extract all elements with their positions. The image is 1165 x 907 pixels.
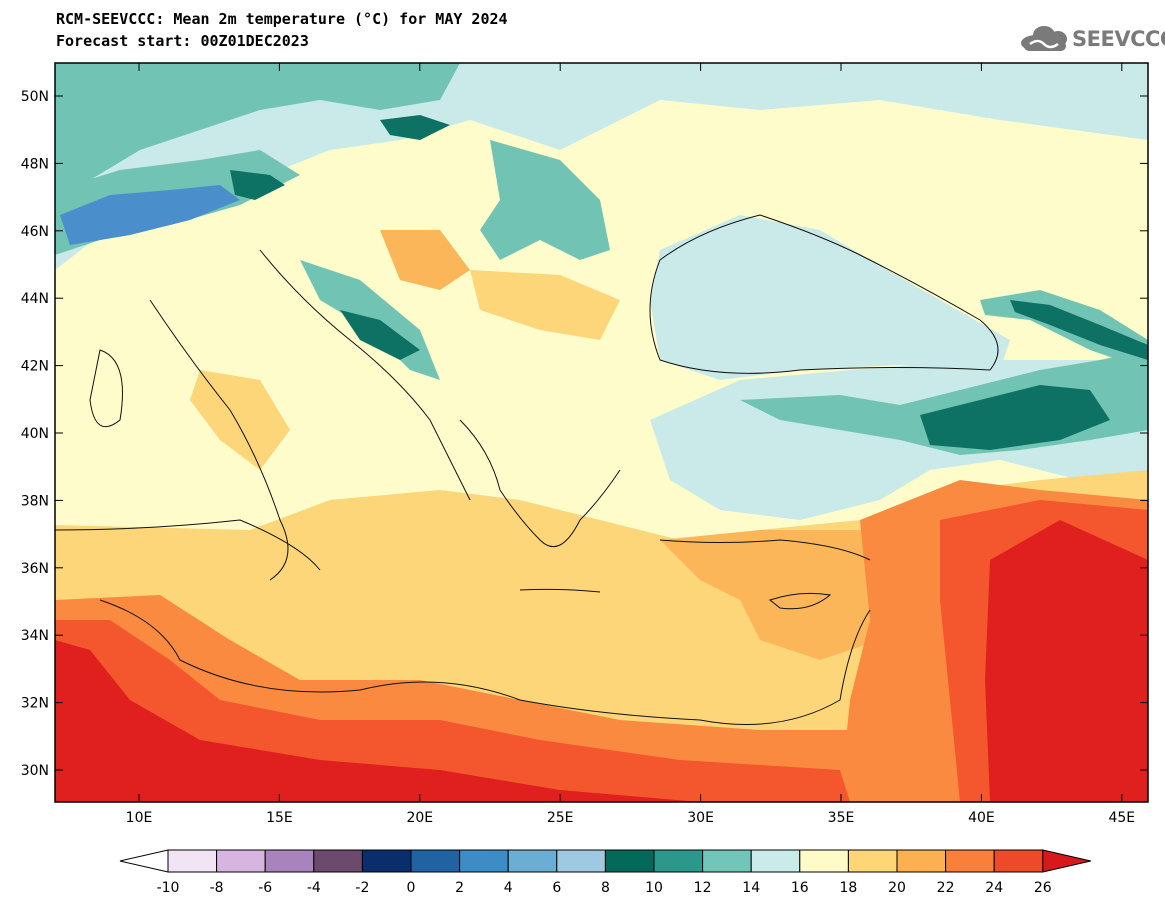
lat-label: 44N (21, 291, 49, 307)
colorbar-label: 0 (407, 880, 416, 896)
colorbar-label: 2 (455, 880, 464, 896)
colorbar-swatch (896, 849, 947, 873)
lon-label: 25E (547, 810, 574, 826)
lat-label: 30N (21, 763, 49, 779)
colorbar-swatch (361, 849, 412, 873)
colorbar-under-arrow (119, 849, 169, 873)
colorbar-over-arrow (1042, 849, 1091, 873)
lon-label: 15E (266, 810, 293, 826)
colorbar-label: 24 (985, 880, 1003, 896)
lat-label: 46N (21, 224, 49, 240)
lat-label: 50N (21, 89, 49, 105)
colorbar-swatch (799, 849, 849, 873)
map-title: RCM-SEEVCCC: Mean 2m temperature (°C) fo… (56, 10, 508, 28)
colorbar-swatch (264, 849, 315, 873)
lon-label: 10E (126, 810, 153, 826)
lat-label: 32N (21, 696, 49, 712)
colorbar-label: 12 (694, 880, 712, 896)
colorbar-swatch (993, 849, 1044, 873)
colorbar-label: 26 (1034, 880, 1052, 896)
lat-label: 36N (21, 561, 49, 577)
colorbar-label: 10 (645, 880, 663, 896)
coastlines (54, 214, 999, 725)
colorbar-swatch (750, 849, 801, 873)
colorbar-label: -8 (210, 880, 224, 896)
map-field (55, 63, 1148, 802)
lon-label: 35E (828, 810, 855, 826)
colorbar-swatch (507, 849, 558, 873)
lon-label: 20E (406, 810, 433, 826)
lat-label: 42N (21, 359, 49, 375)
colorbar-label: -4 (307, 880, 321, 896)
colorbar-swatch (313, 849, 363, 873)
forecast-start-label: Forecast start: 00Z01DEC2023 (56, 32, 309, 50)
lat-label: 34N (21, 628, 49, 644)
colorbar-label: -2 (355, 880, 369, 896)
colorbar-label: 22 (937, 880, 955, 896)
colorbar-swatch (459, 849, 509, 873)
lon-label: 30E (687, 810, 714, 826)
colorbar-label: 6 (552, 880, 561, 896)
colorbar-swatch (216, 849, 266, 873)
colorbar-swatch (167, 849, 218, 873)
colorbar-label: 4 (504, 880, 513, 896)
colorbar-swatch (702, 849, 752, 873)
colorbar-label: 18 (839, 880, 857, 896)
colorbar-swatch (604, 849, 655, 873)
colorbar-label: -6 (258, 880, 272, 896)
lat-label: 40N (21, 426, 49, 442)
colorbar-swatch (653, 849, 704, 873)
colorbar-label: 20 (888, 880, 906, 896)
lon-label: 45E (1108, 810, 1135, 826)
colorbar-swatch (847, 849, 898, 873)
colorbar-label: -10 (157, 880, 180, 896)
latitude-axis: 50N 48N 46N 44N 42N 40N 38N 36N 34N 32N 30N (21, 89, 1148, 779)
logo-text: SEEVCCC (1072, 27, 1165, 51)
colorbar-label: 8 (601, 880, 610, 896)
colorbar-swatch (945, 849, 995, 873)
longitude-axis: 10E 15E 20E 25E 30E 35E 40E 45E (126, 63, 1135, 826)
lon-label: 40E (968, 810, 995, 826)
lat-label: 48N (21, 156, 49, 172)
seevccc-cloud-logo-icon (1021, 26, 1067, 51)
colorbar-swatch (556, 849, 606, 873)
colorbar-label: 16 (791, 880, 809, 896)
lat-label: 38N (21, 493, 49, 509)
colorbar-label: 14 (742, 880, 760, 896)
colorbar-swatch (410, 849, 461, 873)
